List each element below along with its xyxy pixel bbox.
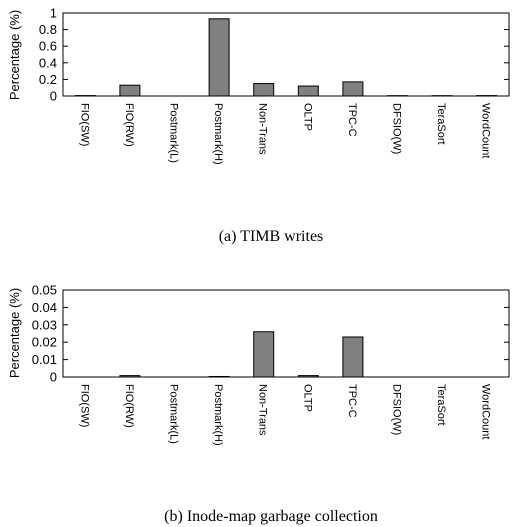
x-tick-label: FIO(SW) [78,384,90,427]
y-tick-label: 0.2 [39,72,57,87]
bar [297,85,319,97]
y-tick-label: 0.04 [32,300,57,315]
x-tick-label: Non-Trans [257,103,269,155]
bars [74,18,498,97]
x-tick-label: WordCount [480,103,492,158]
x-tick-label: FIO(RW) [123,384,135,428]
y-tick-label: 0.03 [32,317,57,332]
y-tick-label: 1 [50,6,57,21]
y-ticks: 0 0.01 0.02 0.03 0.04 0.05 [32,283,509,385]
x-tick-label: Postmark(H) [212,384,224,446]
y-tick-label: 0.01 [32,352,57,367]
x-tick-label: FIO(RW) [123,103,135,147]
x-tick-label: Postmark(L) [168,103,180,163]
x-tick-label: OLTP [301,384,313,412]
bar [208,375,230,378]
y-tick-label: 0.02 [32,335,57,350]
y-tick-label: 0.05 [32,283,57,298]
y-ticks: 0 0.2 0.40.6 0.81 [39,6,509,104]
category-labels: FIO(SW) FIO(RW) Postmark(L) Postmark(H) Non-… [78,103,491,165]
bar [253,83,275,97]
bar [342,81,364,97]
chart-panel-timb-writes: Percentage (%) 00.20.40.60.81 FIO(SW) FIO… [7,6,510,245]
x-tick-label: DFSIO(W) [391,103,403,154]
y-axis-label: Percentage (%) [7,288,22,378]
y-tick-label: 0 [50,370,57,385]
chart-panel-inode-map-gc: Percentage (%) 0 0.01 0.02 0.03 0.04 0.05 FIO… [7,283,510,525]
bar [119,84,141,97]
y-tick-label: 0 [50,89,57,104]
caption: (a) TIMB writes [219,228,324,245]
category-labels: FIO(SW) FIO(RW) Postmark(L) Postmark(H) Non-… [78,384,491,446]
x-tick-label: FIO(SW) [78,103,90,146]
bar [342,336,364,378]
x-tick-label: TeraSort [435,103,447,145]
x-tick-label: Postmark(H) [212,103,224,165]
bar [297,375,319,378]
bar [208,18,230,97]
x-tick-label: Postmark(L) [168,384,180,444]
y-tick-label: 0.8 [39,22,57,37]
bar [119,375,141,378]
x-tick-label: OLTP [301,103,313,131]
x-tick-label: TPC-C [346,103,358,137]
y-axis-label: Percentage (%) [7,10,22,100]
caption: (b) Inode-map garbage collection [164,508,378,525]
x-tick-label: TeraSort [435,384,447,426]
y-tick-label: 0.6 [39,39,57,54]
x-tick-label: DFSIO(W) [391,384,403,435]
x-tick-label: TPC-C [346,384,358,418]
plot-frame [62,289,510,378]
bars [119,331,364,378]
bar [253,331,275,378]
x-tick-label: Non-Trans [257,384,269,436]
x-tick-label: WordCount [480,384,492,439]
plot-frame [62,12,510,97]
y-tick-label: 0.4 [39,55,57,70]
